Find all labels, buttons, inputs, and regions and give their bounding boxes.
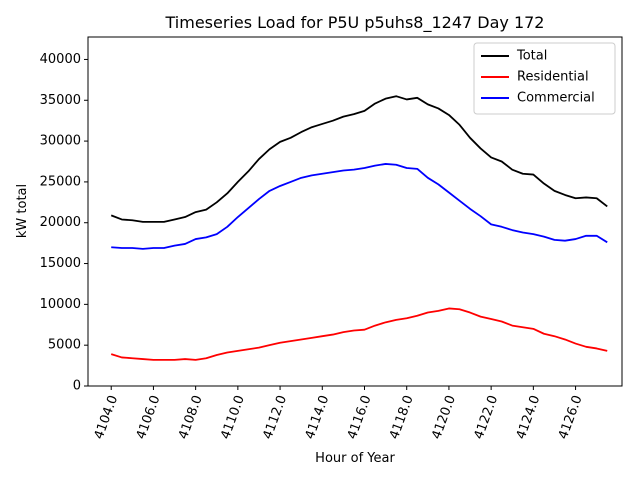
chart-title: Timeseries Load for P5U p5uhs8_1247 Day … [165,13,545,33]
y-tick-label: 10000 [40,297,81,312]
plot-frame [87,36,623,387]
legend-box [473,42,616,115]
y-tick-label: 25000 [40,174,81,189]
y-tick-label: 0 [73,379,81,394]
y-tick-label: 20000 [40,215,81,230]
series-layer [110,95,608,361]
y-tick-label: 30000 [40,134,81,149]
commercial-series-line [111,163,608,250]
y-tick-label: 5000 [48,338,81,353]
x-axis-label: Hour of Year [315,451,395,466]
residential-series-line [110,307,608,361]
residential-legend-label: Residential [517,70,589,85]
y-tick-label: 40000 [40,52,81,67]
commercial-legend-label: Commercial [517,91,595,106]
y-tick-label: 15000 [40,256,81,271]
total-series-line [110,95,608,223]
y-axis-ticks: 0 5000 10000 15000 20000 25000 30000 35000 40000 [40,52,88,394]
y-tick-label: 35000 [40,93,81,108]
legend: Total Residential Commercial [473,42,616,115]
total-legend-label: Total [516,49,547,64]
y-axis-label: kW total [15,184,30,238]
